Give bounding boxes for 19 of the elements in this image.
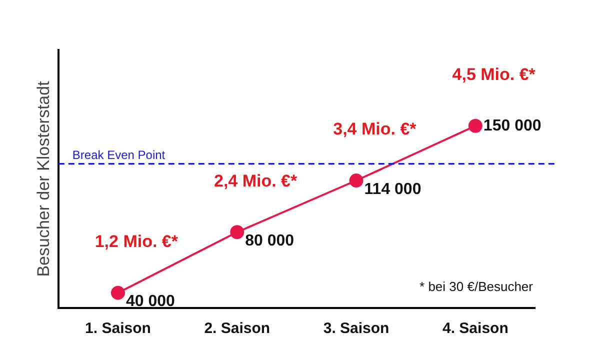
annotation: 1,2 Mio. €*: [94, 232, 178, 252]
x-tick-label: 3. Saison: [323, 320, 390, 338]
annotation: 3,4 Mio. €*: [333, 120, 417, 139]
point: [230, 225, 244, 240]
data-label: 40 000: [126, 293, 176, 310]
annotation: 2,4 Mio. €*: [214, 171, 298, 190]
y-axis-title: Besucher der Klosterstadt: [34, 80, 53, 277]
point: [468, 118, 482, 133]
data-label: 114 000: [364, 180, 422, 198]
point: [349, 174, 364, 188]
x-tick-label: 1. Saison: [85, 320, 151, 338]
x-tick-label: 4. Saison: [442, 320, 508, 338]
annotation: * bei 30 €/Besucher: [420, 279, 534, 294]
ref-line-label: Break Even Point: [72, 148, 166, 162]
point: [110, 286, 125, 300]
data-label: 150 000: [483, 117, 542, 134]
x-tick-label: 2. Saison: [204, 320, 270, 338]
data-label: 80 000: [245, 232, 294, 250]
annotation: 4,5 Mio. €*: [452, 65, 536, 84]
